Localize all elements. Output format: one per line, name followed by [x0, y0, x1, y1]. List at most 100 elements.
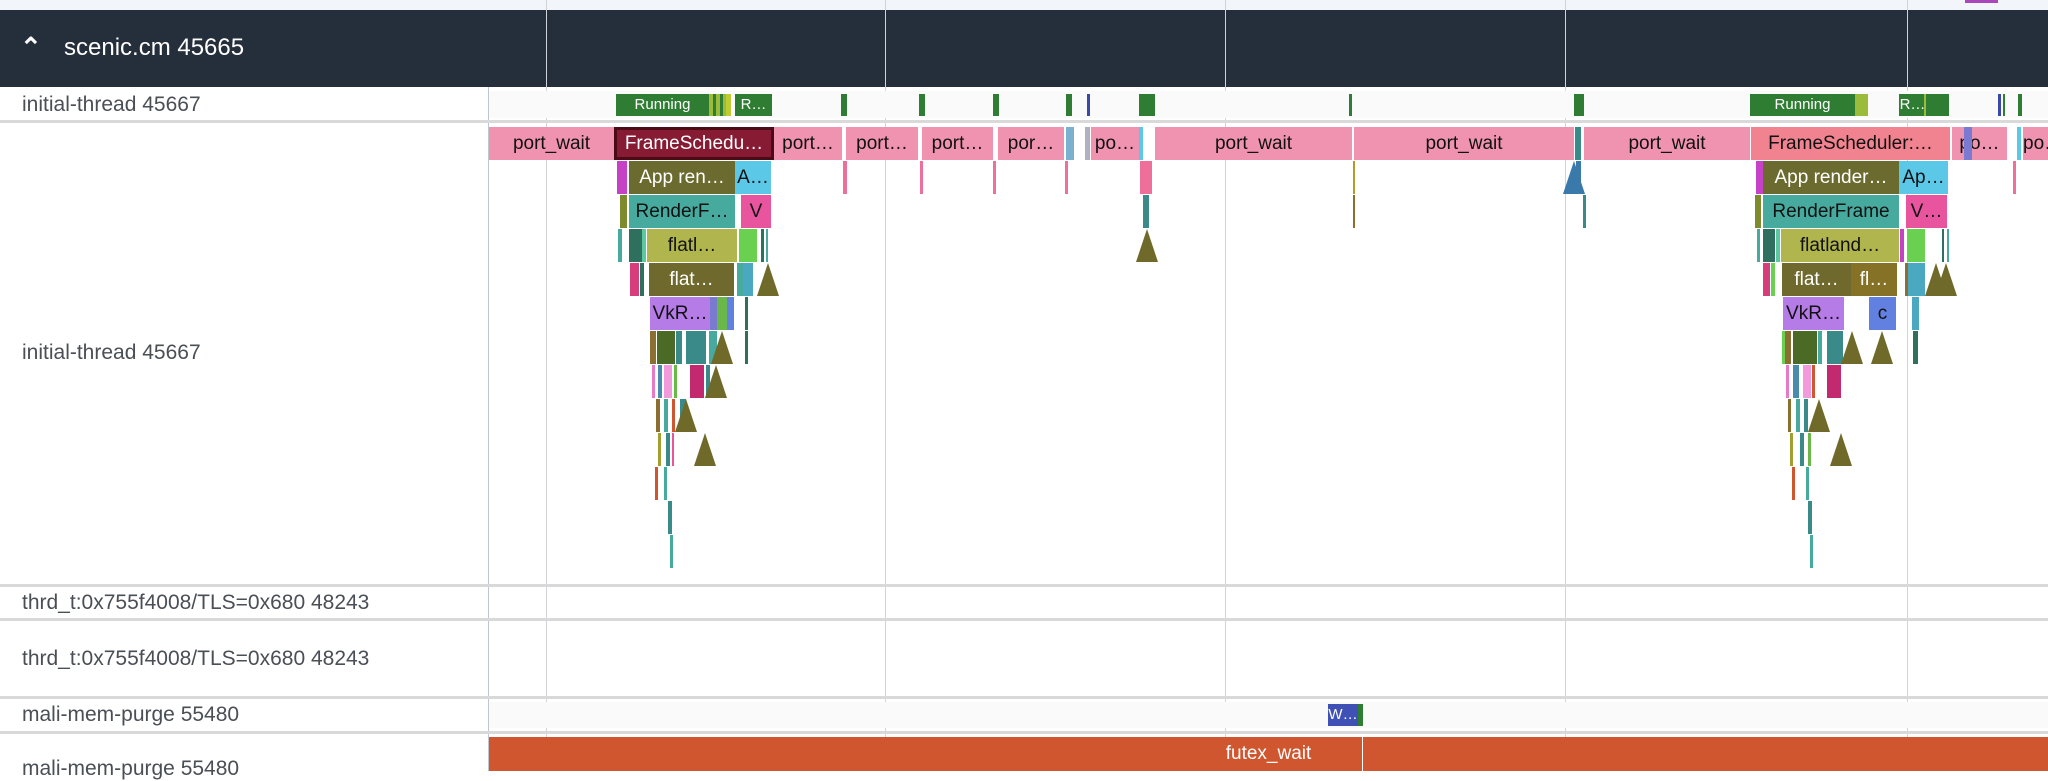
- slice-sliver[interactable]: [666, 433, 670, 466]
- thread-state-sliver[interactable]: [720, 94, 723, 116]
- slice-sliver[interactable]: [1575, 127, 1581, 160]
- slice[interactable]: port…: [846, 127, 918, 160]
- thread-state-running[interactable]: Running: [616, 94, 709, 116]
- slice-sliver[interactable]: [1796, 399, 1800, 432]
- slice-sliver[interactable]: [745, 297, 748, 330]
- slice-sliver[interactable]: [1085, 127, 1090, 160]
- slice-sliver[interactable]: [1776, 229, 1780, 262]
- slice-sliver[interactable]: [650, 331, 656, 364]
- slice[interactable]: flatl…: [647, 229, 737, 262]
- thread-state-sliver[interactable]: [726, 94, 731, 116]
- slice[interactable]: flatland…: [1781, 229, 1899, 262]
- slice-sliver[interactable]: [737, 263, 743, 296]
- slice-sliver[interactable]: [1065, 161, 1068, 194]
- slice-sliver[interactable]: [674, 365, 677, 398]
- slice-sliver[interactable]: [658, 433, 661, 466]
- instant-event-arrow-icon[interactable]: [1925, 263, 1947, 296]
- thread-state-sliver[interactable]: [1349, 94, 1352, 116]
- track-label-thrd-state[interactable]: thrd_t:0x755f4008/TLS=0x680 48243: [22, 591, 370, 614]
- slice-sliver[interactable]: [1808, 501, 1812, 534]
- slice[interactable]: FrameScheduler:…: [1751, 127, 1950, 160]
- slice-sliver[interactable]: [1808, 433, 1811, 466]
- slice-sliver[interactable]: [1757, 229, 1760, 262]
- slice-futex-wait[interactable]: futex_wait: [489, 737, 2048, 771]
- mali-state-sliver[interactable]: [1358, 704, 1363, 726]
- slice[interactable]: port…: [922, 127, 993, 160]
- slice[interactable]: Ap…: [1899, 161, 1948, 194]
- slice-sliver[interactable]: [843, 161, 847, 194]
- slice[interactable]: po…: [1091, 127, 1139, 160]
- slice[interactable]: VkR…: [650, 297, 710, 330]
- slice-sliver[interactable]: [618, 229, 622, 262]
- slice-sliver[interactable]: [1812, 365, 1815, 398]
- slice-sliver[interactable]: [668, 501, 672, 534]
- slice-sliver[interactable]: [1907, 229, 1925, 262]
- slice-sliver[interactable]: [1583, 195, 1586, 228]
- slice-sliver[interactable]: [727, 297, 734, 330]
- slice-sliver[interactable]: [1806, 467, 1809, 500]
- slice[interactable]: port…: [774, 127, 842, 160]
- thread-state-sliver[interactable]: [1924, 94, 1926, 116]
- slice[interactable]: port_wait: [1584, 127, 1750, 160]
- thread-state-sliver[interactable]: [1139, 94, 1155, 116]
- thread-state-sliver[interactable]: [713, 94, 716, 116]
- slice-sliver[interactable]: [739, 229, 757, 262]
- thread-state-sliver[interactable]: [2018, 94, 2022, 116]
- instant-event-arrow-icon[interactable]: [711, 331, 733, 364]
- slice[interactable]: port_wait: [1155, 127, 1352, 160]
- slice-sliver[interactable]: [672, 399, 675, 432]
- thread-state-sliver[interactable]: [919, 94, 925, 116]
- slice[interactable]: flat…: [1782, 263, 1851, 296]
- thread-state-running[interactable]: R…: [735, 94, 772, 116]
- slice-sliver[interactable]: [690, 365, 704, 398]
- slice-sliver[interactable]: [620, 195, 627, 228]
- slice[interactable]: fl…: [1851, 263, 1897, 296]
- slice-sliver[interactable]: [1782, 331, 1785, 364]
- slice[interactable]: por…: [998, 127, 1064, 160]
- slice-sliver[interactable]: [2017, 127, 2021, 160]
- slice-sliver[interactable]: [1827, 331, 1843, 364]
- instant-event-arrow-icon[interactable]: [757, 263, 779, 296]
- slice-sliver[interactable]: [1353, 195, 1355, 228]
- slice-sliver[interactable]: [664, 399, 668, 432]
- slice-sliver[interactable]: [1763, 229, 1775, 262]
- instant-event-arrow-icon[interactable]: [675, 399, 697, 432]
- slice-sliver[interactable]: [1964, 127, 1972, 160]
- slice-sliver[interactable]: [1947, 229, 1949, 262]
- instant-event-arrow-icon[interactable]: [1136, 229, 1158, 262]
- track-label-thread-slices[interactable]: initial-thread 45667: [22, 341, 201, 364]
- slice-sliver[interactable]: [617, 161, 627, 194]
- track-label-thread-state[interactable]: initial-thread 45667: [22, 93, 201, 116]
- slice-sliver[interactable]: [1900, 229, 1904, 262]
- slice[interactable]: RenderFrame: [1763, 195, 1899, 228]
- slice-sliver[interactable]: [1827, 365, 1841, 398]
- thread-state-sliver[interactable]: [1574, 94, 1584, 116]
- slice[interactable]: port_wait: [489, 127, 614, 160]
- slice-sliver[interactable]: [1810, 535, 1813, 568]
- thread-state-sliver[interactable]: [841, 94, 847, 116]
- thread-state-sliver[interactable]: [1998, 94, 2001, 116]
- thread-state-sliver[interactable]: [1926, 94, 1949, 116]
- slice[interactable]: App ren…: [629, 161, 735, 194]
- slice-sliver[interactable]: [1908, 263, 1925, 296]
- slice-sliver[interactable]: [1803, 365, 1811, 398]
- slice[interactable]: VkR…: [1783, 297, 1844, 330]
- instant-event-arrow-icon[interactable]: [1808, 399, 1830, 432]
- slice-sliver[interactable]: [1786, 365, 1789, 398]
- slice[interactable]: flat…: [649, 263, 734, 296]
- slice-sliver[interactable]: [664, 467, 667, 500]
- thread-state-running[interactable]: Running: [1750, 94, 1855, 116]
- slice-sliver[interactable]: [629, 229, 642, 262]
- slice-sliver[interactable]: [1771, 263, 1775, 296]
- slice[interactable]: po…: [2023, 127, 2048, 160]
- instant-event-arrow-icon[interactable]: [1841, 331, 1863, 364]
- slice-sliver[interactable]: [652, 365, 655, 398]
- slice-sliver[interactable]: [1143, 195, 1149, 228]
- slice[interactable]: port_wait: [1354, 127, 1574, 160]
- slice-sliver[interactable]: [766, 229, 768, 262]
- slice-sliver[interactable]: [761, 229, 764, 262]
- slice-sliver[interactable]: [1785, 331, 1791, 364]
- slice-sliver[interactable]: [658, 365, 662, 398]
- slice-sliver[interactable]: [1942, 229, 1944, 262]
- slice-sliver[interactable]: [676, 331, 682, 364]
